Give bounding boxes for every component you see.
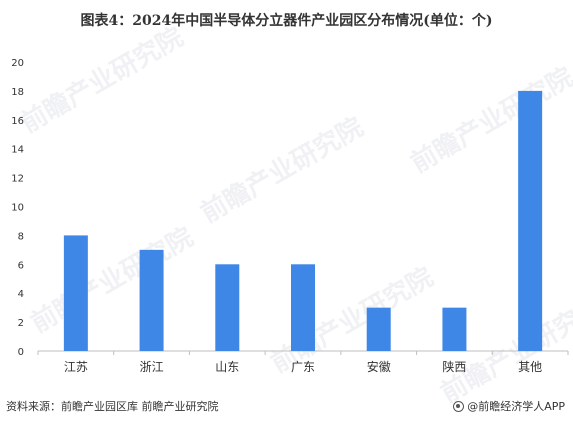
y-tick-label: 6: [18, 260, 24, 271]
y-tick-label: 14: [11, 145, 24, 156]
y-tick-label: 16: [11, 116, 24, 127]
x-tick-label: 安徽: [367, 359, 391, 374]
bar-2: [139, 249, 164, 351]
x-tick-label: 其他: [518, 360, 542, 374]
y-tick-label: 4: [18, 289, 24, 300]
bar-1: [63, 235, 88, 351]
y-tick-label: 12: [11, 174, 24, 185]
bar-7: [518, 90, 543, 352]
y-axis-ticks: 0 2 4 6 8 10 12 14 16 18 20: [11, 58, 24, 358]
bar-chart: 0 2 4 6 8 10 12 14 16 18 20 江苏 浙江 山东 广东 安徽 陕西 其他: [11, 58, 569, 374]
x-tick-label: 山东: [215, 360, 239, 374]
bar-5: [366, 307, 391, 351]
chart-title: 图表4：2024年中国半导体分立器件产业园区分布情况(单位：个): [80, 13, 493, 29]
y-tick-label: 18: [11, 87, 24, 98]
y-tick-label: 2: [18, 318, 24, 329]
x-tick-label: 陕西: [442, 359, 466, 374]
y-tick-label: 20: [11, 58, 24, 69]
bars: [63, 90, 543, 352]
brand-credit: @前瞻经济学人APP: [453, 398, 565, 414]
x-tick-label: 江苏: [64, 360, 88, 374]
y-tick-label: 8: [18, 231, 24, 242]
source-note: 资料来源：前瞻产业园区库 前瞻产业研究院: [6, 400, 219, 413]
bar-3: [215, 264, 240, 351]
y-tick-label: 0: [18, 347, 24, 358]
x-tick-label: 浙江: [140, 360, 164, 374]
y-tick-label: 10: [11, 203, 24, 214]
x-tick-label: 广东: [291, 360, 315, 374]
brand-text: @前瞻经济学人APP: [467, 400, 565, 413]
brand-logo-icon: [453, 400, 465, 412]
bar-4: [291, 264, 315, 351]
bar-6: [442, 307, 467, 351]
x-axis-ticks: 江苏 浙江 山东 广东 安徽 陕西 其他: [37, 351, 569, 374]
